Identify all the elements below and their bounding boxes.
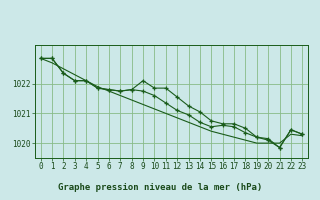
Text: Graphe pression niveau de la mer (hPa): Graphe pression niveau de la mer (hPa)	[58, 183, 262, 192]
